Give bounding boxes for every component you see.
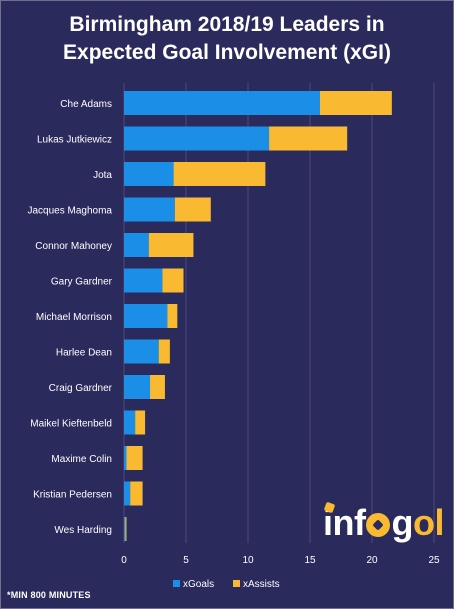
x-tick-label: 15 <box>304 555 316 566</box>
category-label: Lukas Jutkiewicz <box>37 135 112 146</box>
bar-xgoals-10 <box>124 446 127 470</box>
football-icon <box>366 513 391 537</box>
infogol-logo: inf gol <box>323 501 445 543</box>
category-label: Kristian Pedersen <box>33 490 112 501</box>
bar-xgoals-9 <box>124 410 136 435</box>
category-label: Craig Gardner <box>49 383 113 394</box>
legend-label-xgoals: xGoals <box>183 579 214 590</box>
bar-xassists-4 <box>148 233 194 257</box>
legend-label-xassists: xAssists <box>243 579 280 590</box>
legend-swatch-xassists <box>233 580 240 587</box>
x-tick-label: 0 <box>121 555 127 566</box>
legend-swatch-xgoals <box>173 580 180 587</box>
logo-part-ol: ol <box>412 502 445 543</box>
bar-xassists-9 <box>135 410 146 435</box>
title-line-2: Expected Goal Involvement (xGI) <box>63 41 391 64</box>
bar-xgoals-3 <box>124 197 175 222</box>
bar-xassists-2 <box>173 162 266 186</box>
category-label: Maikel Kieftenbeld <box>30 419 112 430</box>
bar-xassists-5 <box>162 268 184 293</box>
title-line-1: Birmingham 2018/19 Leaders in <box>69 13 385 36</box>
bar-xassists-3 <box>174 197 211 222</box>
bar-xgoals-11 <box>124 481 131 506</box>
bar-xgoals-7 <box>124 339 159 364</box>
bar-xgoals-1 <box>124 126 270 151</box>
chart-title: Birmingham 2018/19 Leaders in Expected G… <box>1 11 453 67</box>
bar-xassists-10 <box>126 446 143 470</box>
category-label: Connor Mahoney <box>35 241 112 252</box>
category-label: Jacques Maghoma <box>28 206 113 217</box>
category-label: Che Adams <box>60 99 112 110</box>
bar-xgoals-2 <box>124 162 174 186</box>
category-label: Jota <box>93 170 112 181</box>
bar-xgoals-4 <box>124 233 149 257</box>
logo-part-g: g <box>391 502 413 543</box>
bar-xassists-12 <box>125 517 127 541</box>
x-tick-label: 20 <box>366 555 378 566</box>
category-label: Maxime Colin <box>51 454 112 465</box>
footnote: *MIN 800 MINUTES <box>7 590 91 600</box>
bar-xgoals-5 <box>124 268 163 293</box>
bar-xgoals-12 <box>124 517 126 541</box>
bar-xassists-6 <box>167 304 178 328</box>
category-label: Harlee Dean <box>56 348 112 359</box>
bar-xgoals-8 <box>124 375 151 399</box>
bar-xassists-0 <box>319 91 392 115</box>
category-label: Wes Harding <box>54 525 112 536</box>
x-tick-label: 5 <box>183 555 189 566</box>
x-tick-label: 25 <box>428 555 440 566</box>
bar-xgoals-6 <box>124 304 168 328</box>
bar-xassists-8 <box>150 375 165 399</box>
category-label: Michael Morrison <box>36 312 112 323</box>
bar-xassists-11 <box>130 481 143 506</box>
bar-xgoals-0 <box>124 91 320 115</box>
bar-xassists-1 <box>269 126 348 151</box>
bar-xassists-7 <box>158 339 170 364</box>
x-tick-label: 10 <box>242 555 254 566</box>
category-label: Gary Gardner <box>51 277 113 288</box>
